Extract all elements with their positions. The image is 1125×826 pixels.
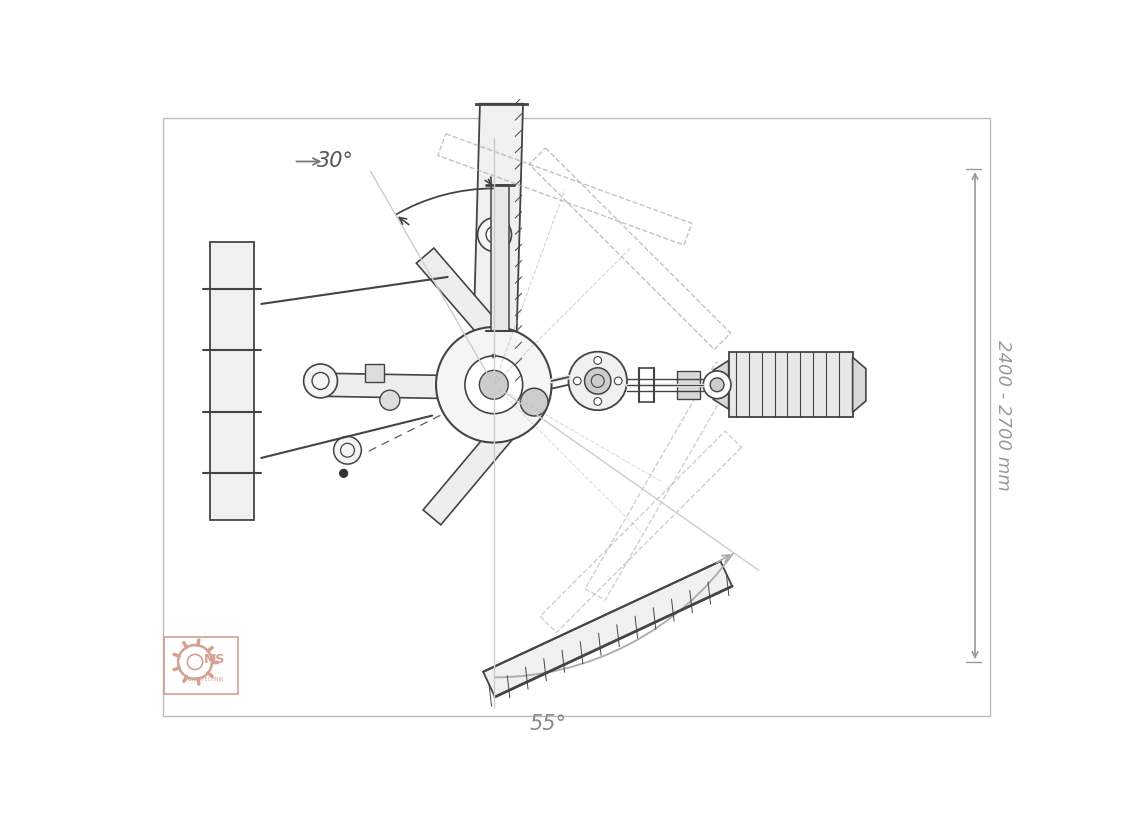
Circle shape [339, 468, 349, 478]
Circle shape [710, 377, 724, 392]
Circle shape [334, 436, 361, 464]
Text: 55°: 55° [529, 714, 566, 733]
Circle shape [436, 327, 551, 443]
Polygon shape [416, 248, 549, 396]
Circle shape [521, 388, 548, 416]
Circle shape [703, 371, 731, 399]
Circle shape [492, 354, 496, 358]
Circle shape [478, 218, 512, 252]
Polygon shape [324, 373, 540, 400]
Polygon shape [853, 358, 866, 412]
Polygon shape [210, 242, 253, 520]
Circle shape [304, 364, 337, 398]
Polygon shape [729, 353, 853, 417]
Polygon shape [472, 104, 523, 381]
Circle shape [594, 397, 602, 406]
Text: MS: MS [205, 653, 226, 667]
Bar [164, 638, 238, 695]
Circle shape [614, 377, 622, 385]
Circle shape [486, 226, 503, 243]
Circle shape [465, 356, 523, 414]
Circle shape [479, 370, 508, 399]
Bar [366, 364, 384, 382]
Circle shape [380, 390, 399, 411]
Circle shape [594, 357, 602, 364]
Polygon shape [713, 360, 729, 409]
Polygon shape [423, 382, 549, 525]
Polygon shape [490, 184, 510, 331]
Text: 2400 - 2700 mm: 2400 - 2700 mm [994, 340, 1012, 491]
Circle shape [574, 377, 582, 385]
Circle shape [585, 368, 611, 394]
Polygon shape [484, 561, 732, 697]
Text: AGRARTECHNIK: AGRARTECHNIK [186, 677, 224, 682]
Circle shape [568, 352, 627, 411]
Polygon shape [677, 371, 700, 399]
Text: 30°: 30° [317, 151, 354, 172]
